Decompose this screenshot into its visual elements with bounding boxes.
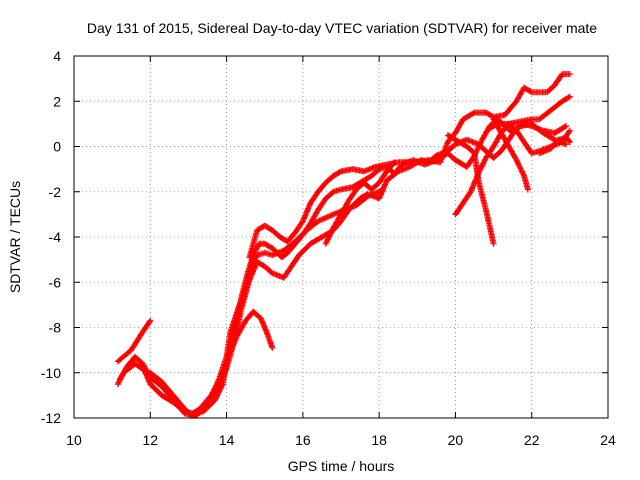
- series-markers: [246, 71, 573, 261]
- y-axis-label: SDTVAR / TECUs: [7, 181, 23, 293]
- x-tick-label: 22: [524, 432, 540, 448]
- x-tick-label: 18: [371, 432, 387, 448]
- y-tick-label: -4: [49, 229, 62, 245]
- series-markers: [227, 308, 276, 354]
- x-tick-label: 10: [66, 432, 82, 448]
- x-tick-label: 16: [295, 432, 311, 448]
- y-tick-label: 4: [53, 48, 61, 64]
- y-tick-label: -10: [41, 365, 61, 381]
- plot-frame: [73, 55, 609, 419]
- series-markers: [536, 134, 573, 157]
- x-tick-label: 24: [600, 432, 616, 448]
- series-markers: [114, 317, 154, 365]
- series-pass-g: [322, 159, 398, 247]
- x-axis-label: GPS time / hours: [288, 458, 395, 474]
- grid-lines: [74, 56, 608, 418]
- series-markers: [486, 93, 573, 132]
- series-pass-k: [486, 93, 573, 132]
- series-pass-e: [246, 71, 573, 261]
- y-tick-label: 0: [53, 139, 61, 155]
- series-markers: [322, 159, 398, 247]
- y-tick-label: -6: [49, 274, 62, 290]
- x-tick-label: 20: [448, 432, 464, 448]
- y-tick-label: -12: [41, 410, 61, 426]
- series-pass-f: [227, 308, 276, 354]
- x-tick-label: 14: [219, 432, 235, 448]
- y-tick-label: -8: [49, 320, 62, 336]
- series-pass-i: [444, 132, 497, 247]
- series-pass-a: [114, 317, 154, 365]
- y-tick-label: 2: [53, 93, 61, 109]
- y-tick-label: -2: [49, 184, 62, 200]
- data-points: [114, 71, 573, 419]
- series-markers: [444, 132, 497, 247]
- chart-title: Day 131 of 2015, Sidereal Day-to-day VTE…: [87, 20, 597, 36]
- x-tick-label: 12: [142, 432, 158, 448]
- series-pass-l: [536, 134, 573, 157]
